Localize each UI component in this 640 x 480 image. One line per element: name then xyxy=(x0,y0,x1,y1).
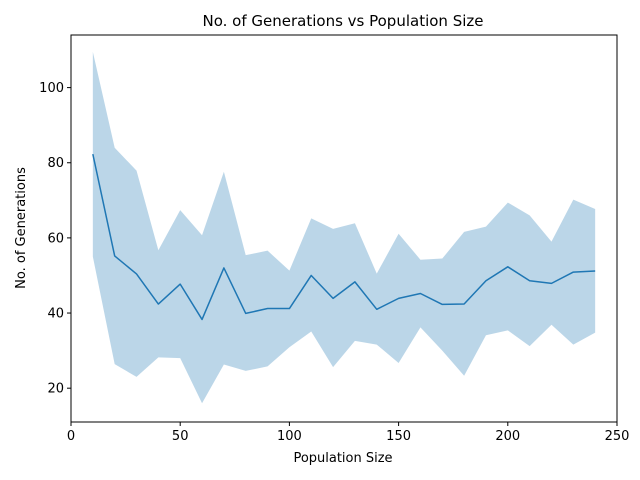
y-tick-label: 20 xyxy=(47,382,64,397)
plot-area xyxy=(92,51,596,404)
x-tick-label: 150 xyxy=(386,429,411,444)
y-tick-label: 80 xyxy=(47,156,64,171)
x-tick-label: 100 xyxy=(277,429,302,444)
y-axis: 20 40 60 80 100 xyxy=(39,81,71,397)
chart-title: No. of Generations vs Population Size xyxy=(203,12,484,30)
x-axis: 0 50 100 150 200 250 xyxy=(67,422,630,444)
series-line xyxy=(92,153,596,321)
plot-frame xyxy=(70,34,618,423)
confidence-band xyxy=(92,51,596,404)
x-tick-label: 250 xyxy=(605,429,630,444)
x-tick-label: 200 xyxy=(495,429,520,444)
x-tick-label: 0 xyxy=(67,429,75,444)
y-tick-label: 100 xyxy=(39,81,64,96)
x-axis-label: Population Size xyxy=(293,451,392,466)
x-tick-label: 50 xyxy=(172,429,189,444)
y-axis-label: No. of Generations xyxy=(14,167,29,289)
y-tick-label: 40 xyxy=(47,307,64,322)
y-tick-label: 60 xyxy=(47,231,64,246)
